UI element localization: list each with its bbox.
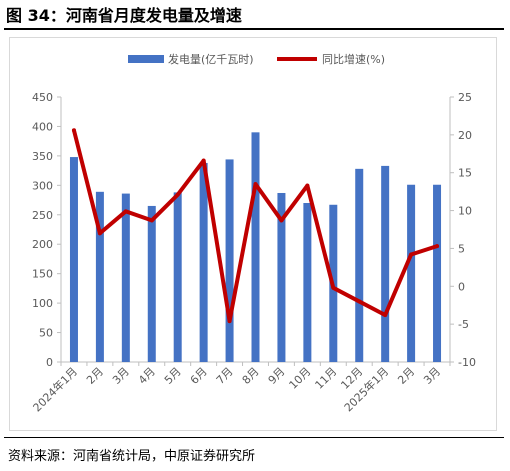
x-tick-label: 6月	[188, 365, 210, 387]
line-point	[305, 183, 310, 188]
line-point	[331, 285, 336, 290]
line-point	[383, 313, 388, 318]
chart-frame	[9, 37, 497, 431]
y-right-tick-label: 20	[458, 129, 472, 142]
bar	[251, 132, 260, 362]
bar	[355, 168, 364, 362]
x-tick-label: 10月	[287, 365, 314, 392]
x-tick-label: 11月	[313, 365, 340, 392]
bar	[407, 184, 416, 362]
y-right-tick-label: -5	[458, 318, 469, 331]
line-point	[409, 252, 414, 257]
y-left-tick-label: 50	[39, 327, 53, 340]
y-left-tick-label: 100	[32, 297, 53, 310]
legend-line-label: 同比增速(%)	[322, 52, 385, 66]
x-tick-label: 4月	[136, 365, 158, 387]
y-right-tick-label: 5	[458, 242, 465, 255]
line-point	[71, 128, 76, 133]
legend: 发电量(亿千瓦时) 同比增速(%)	[128, 52, 385, 66]
x-tick-label: 3月	[110, 365, 132, 387]
bar	[277, 192, 286, 362]
figure-title: 图 34：河南省月度发电量及增速	[6, 6, 242, 25]
bar	[225, 159, 234, 362]
line-point	[253, 182, 258, 187]
source-rule	[4, 437, 504, 438]
y-right-tick-label: 25	[458, 91, 472, 104]
bar	[303, 203, 312, 362]
line-point	[357, 299, 362, 304]
legend-bar-label: 发电量(亿千瓦时)	[168, 52, 254, 66]
line-point	[435, 244, 440, 249]
x-tick-label: 5月	[162, 365, 184, 387]
x-tick-label: 2月	[84, 365, 106, 387]
line-point	[149, 218, 154, 223]
y-left-tick-label: 150	[32, 268, 53, 281]
y-left-tick-label: 250	[32, 209, 53, 222]
bar	[95, 191, 104, 362]
y-left-tick-label: 200	[32, 238, 53, 251]
title-rule	[4, 28, 504, 30]
bar	[69, 157, 78, 362]
line-point	[97, 231, 102, 236]
x-tick-label: 9月	[266, 365, 288, 387]
x-tick-label: 2024年1月	[30, 364, 80, 414]
line-series	[71, 128, 440, 324]
line-point	[279, 218, 284, 223]
y-right-tick-label: -10	[458, 356, 476, 369]
bar	[173, 192, 182, 362]
y-left-tick-label: 450	[32, 91, 53, 104]
source-note: 资料来源：河南省统计局，中原证券研究所	[8, 449, 256, 464]
y-right-tick-label: 0	[458, 280, 465, 293]
y-right-tick-label: 10	[458, 205, 472, 218]
bar	[381, 165, 390, 362]
bar-series	[69, 132, 442, 362]
y-right-tick-label: 15	[458, 167, 472, 180]
bar	[147, 205, 156, 362]
bar	[433, 184, 442, 362]
y-left-tick-label: 300	[32, 179, 53, 192]
x-tick-label: 8月	[240, 365, 262, 387]
y-left-tick-label: 350	[32, 150, 53, 163]
y-left-tick-label: 400	[32, 120, 53, 133]
line-point	[201, 158, 206, 163]
line-point	[123, 209, 128, 214]
bar	[199, 162, 208, 362]
x-tick-label: 3月	[421, 365, 443, 387]
legend-bar-swatch	[128, 55, 164, 63]
line-point	[227, 319, 232, 324]
bar	[121, 193, 130, 362]
x-tick-label: 2月	[395, 365, 417, 387]
line-point	[175, 192, 180, 197]
y-left-tick-label: 0	[46, 356, 53, 369]
x-tick-label: 7月	[214, 365, 236, 387]
